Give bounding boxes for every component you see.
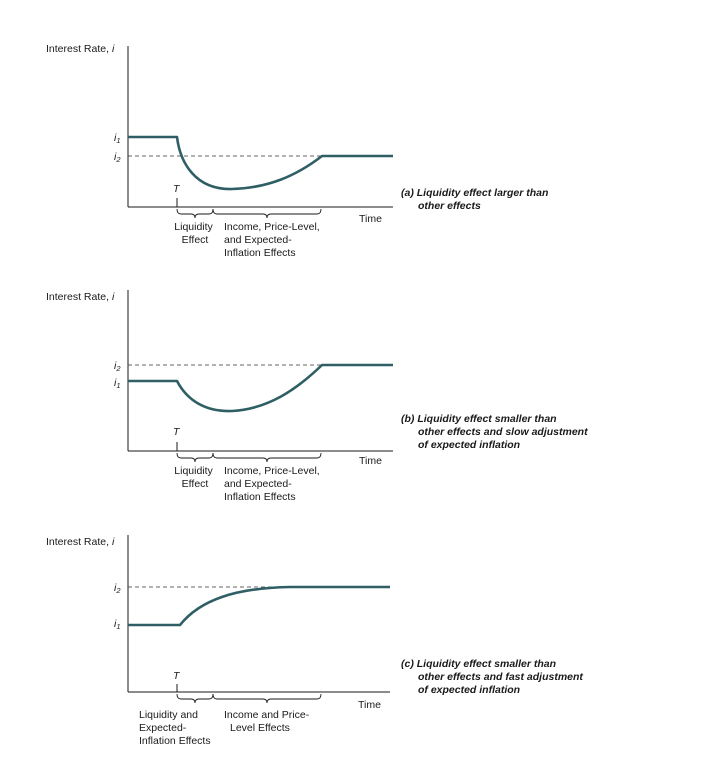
liquidity-brace <box>176 452 214 463</box>
x-axis-label: Time <box>359 455 382 467</box>
brace-right-text: Income, Price-Level, and Expected- Infla… <box>224 221 323 259</box>
i1-label: i1 <box>114 132 121 145</box>
interest-rate-path <box>128 585 390 627</box>
i1-label: i1 <box>114 377 121 390</box>
brace-left-text: Liquidity Effect <box>174 465 215 490</box>
time-t-label: T <box>173 183 181 195</box>
liquidity-brace <box>176 693 214 704</box>
brace-right-text: Income and Price- Level Effects <box>224 709 312 734</box>
interest-rate-path <box>128 135 393 191</box>
caption-c: (c) Liquidity effect smaller than other … <box>401 658 586 696</box>
time-t-label: T <box>173 426 181 438</box>
liquidity-brace <box>176 208 214 219</box>
income-brace <box>212 208 322 219</box>
income-brace <box>212 693 322 704</box>
caption-a: (a) Liquidity effect larger than other e… <box>401 187 551 212</box>
panel-b: Interest Rate, i Time i2 i1 T Liquidity … <box>46 290 591 503</box>
y-axis-label: Interest Rate, i <box>46 536 115 548</box>
income-brace <box>212 452 322 463</box>
y-axis-label: Interest Rate, i <box>46 43 115 55</box>
panel-a: Interest Rate, i Time i1 i2 T Liquidity … <box>46 43 551 259</box>
i2-label: i2 <box>114 360 121 373</box>
x-axis-label: Time <box>359 213 382 225</box>
brace-right-text: Income, Price-Level, and Expected- Infla… <box>224 465 323 503</box>
brace-left-text: Liquidity Effect <box>174 221 215 246</box>
brace-left-text: Liquidity and Expected- Inflation Effect… <box>139 709 211 747</box>
x-axis-label: Time <box>358 699 381 711</box>
i1-label: i1 <box>114 618 121 631</box>
y-axis-label: Interest Rate, i <box>46 291 115 303</box>
i2-label: i2 <box>114 151 121 164</box>
interest-rate-path <box>128 363 393 413</box>
panel-c: Interest Rate, i Time i2 i1 T Liquidity … <box>46 535 586 747</box>
time-t-label: T <box>173 670 181 682</box>
i2-label: i2 <box>114 582 121 595</box>
caption-b: (b) Liquidity effect smaller than other … <box>401 413 591 451</box>
